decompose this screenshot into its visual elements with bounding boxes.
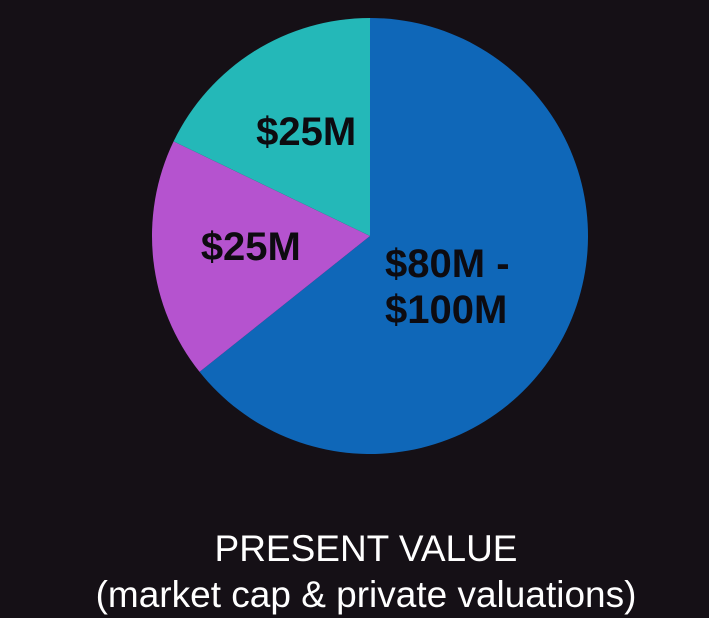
slice-label: $25M bbox=[256, 110, 356, 154]
pie bbox=[152, 18, 588, 454]
slice-label: $80M - $100M bbox=[385, 242, 521, 332]
chart-subtitle: (market cap & private valuations) bbox=[96, 574, 637, 615]
pie-slice bbox=[199, 18, 588, 454]
pie-slice bbox=[152, 141, 370, 372]
slice-label: $25M bbox=[201, 225, 301, 269]
chart-title: PRESENT VALUE bbox=[215, 528, 518, 569]
pie-slice bbox=[173, 18, 370, 236]
